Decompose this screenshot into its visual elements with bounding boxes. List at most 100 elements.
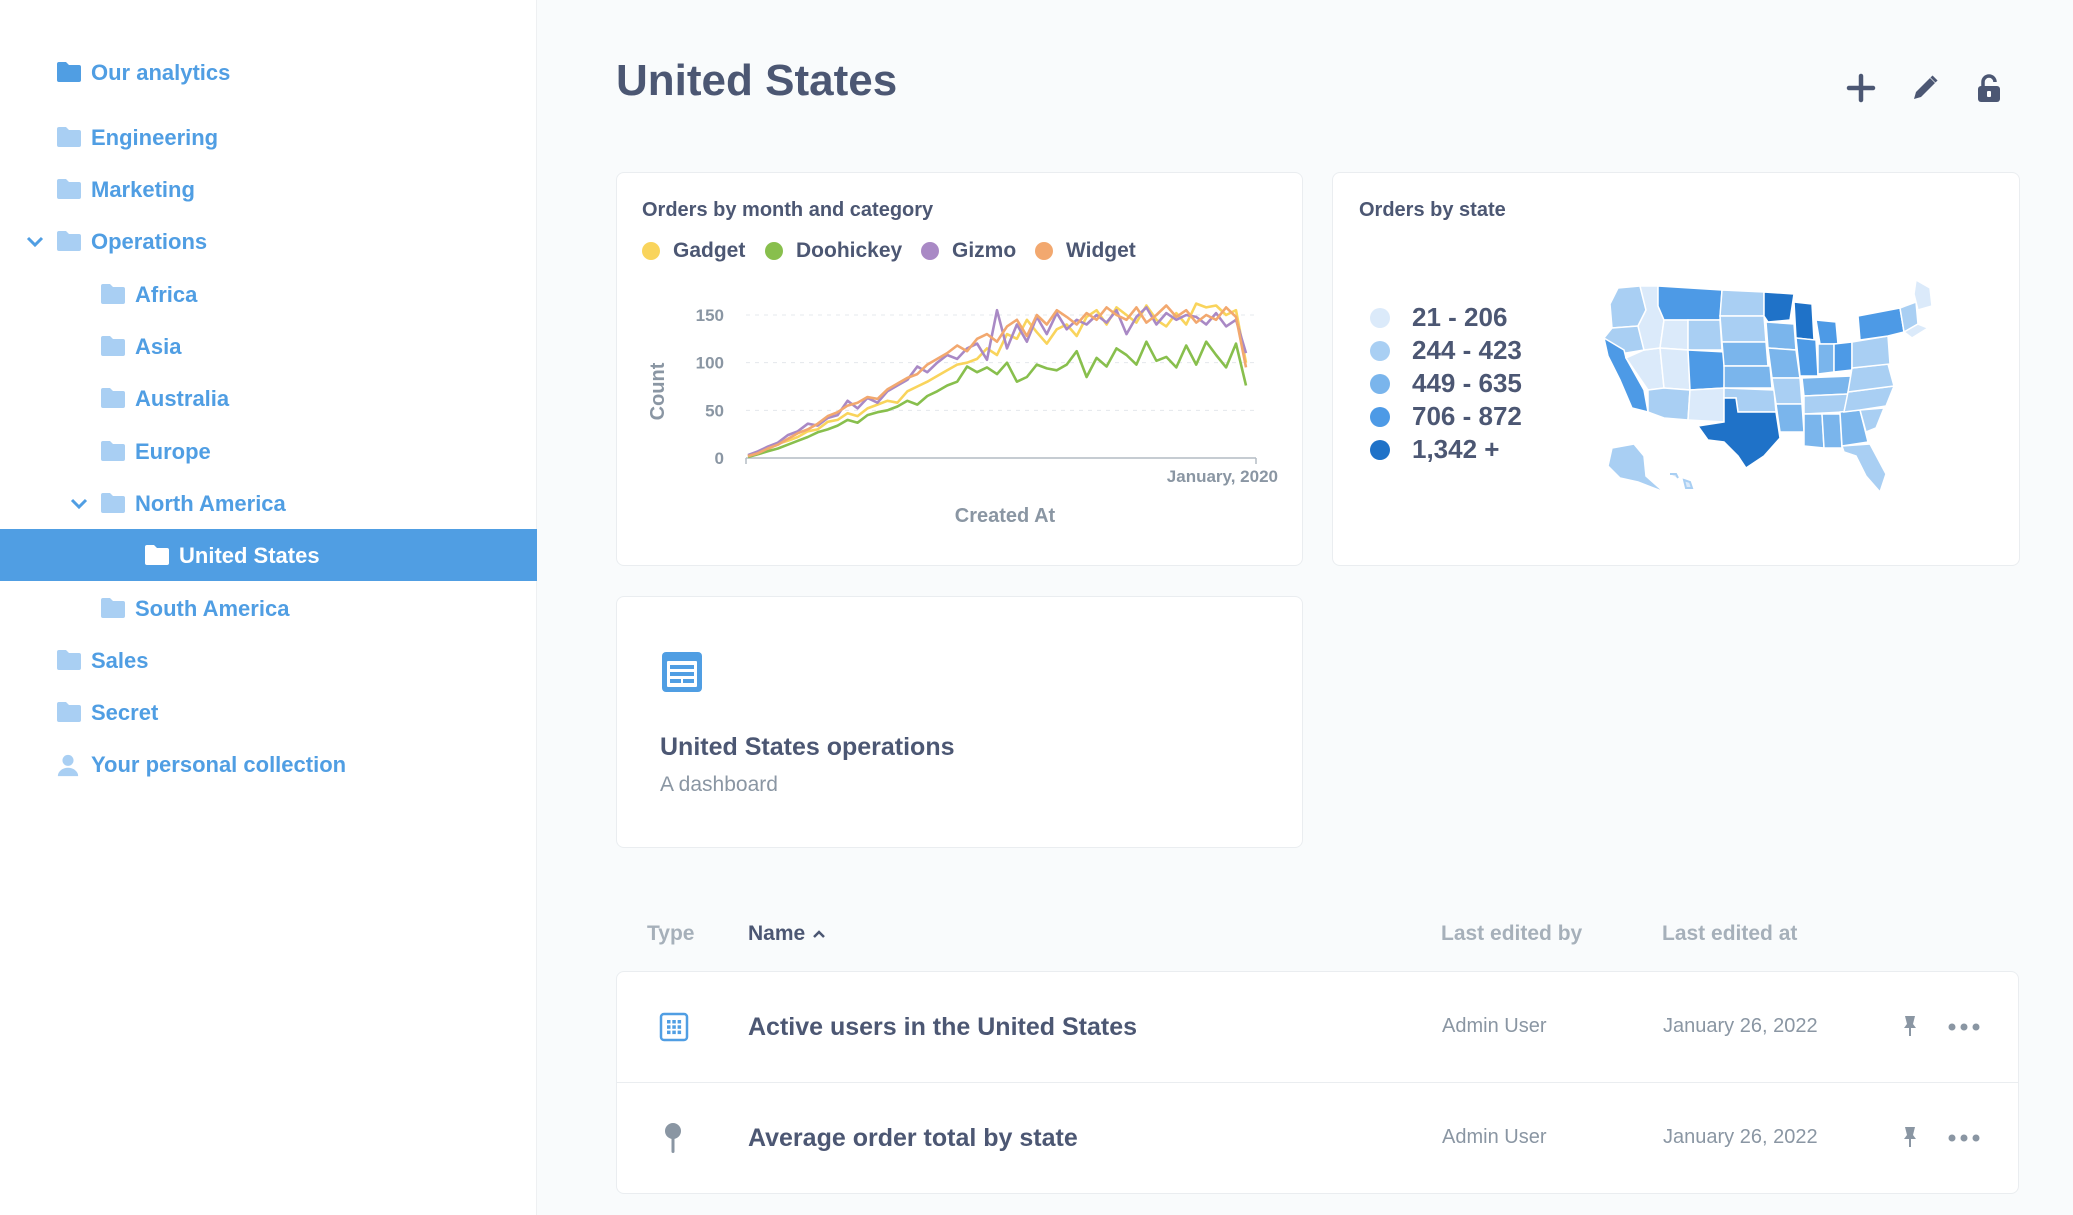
pin-map-icon [665, 1123, 681, 1153]
row-item-name[interactable]: Average order total by state [748, 1124, 1078, 1152]
table-row[interactable]: Average order total by state Admin User … [616, 1082, 2019, 1194]
sidebar-item-label: Europe [135, 439, 211, 464]
sidebar-item-secret[interactable]: Secret [0, 686, 537, 738]
legend-item-gizmo[interactable]: Gizmo [921, 239, 1016, 263]
sidebar-item-marketing[interactable]: Marketing [0, 163, 537, 215]
sidebar-item-north-america[interactable]: North America [0, 477, 537, 529]
state-shape [1687, 387, 1725, 423]
orders-by-month-card[interactable] [616, 172, 1303, 566]
y-tick-label: 0 [715, 449, 724, 468]
person-icon [56, 753, 82, 777]
state-shape [1657, 285, 1723, 321]
sidebar-item-label: North America [135, 491, 286, 516]
series-line-gizmo [747, 306, 1248, 457]
map-legend-item: 244 - 423 [1370, 335, 1522, 366]
legend-label: Widget [1066, 239, 1136, 262]
new-item-button[interactable] [1839, 66, 1883, 110]
state-shape [1723, 365, 1773, 389]
map-legend-item: 449 - 635 [1370, 368, 1522, 399]
dashboard-card[interactable] [616, 596, 1303, 848]
folder-icon [56, 178, 82, 200]
folder-icon [56, 701, 82, 723]
sidebar-item-united-states[interactable]: United States [0, 529, 537, 581]
sidebar-item-sales[interactable]: Sales [0, 634, 537, 686]
sidebar-item-operations[interactable]: Operations [0, 215, 537, 267]
legend-dot [921, 242, 939, 260]
permissions-button[interactable] [1967, 66, 2011, 110]
state-shape [1803, 413, 1825, 449]
folder-icon [100, 492, 126, 514]
sidebar-item-europe[interactable]: Europe [0, 425, 537, 477]
sidebar-item-label: Marketing [91, 177, 195, 202]
state-shape [1763, 291, 1795, 323]
legend-label: 1,342 + [1412, 434, 1500, 464]
line-chart-title: Orders by month and category [642, 199, 934, 221]
state-shape [1803, 393, 1849, 415]
state-shape [1840, 443, 1887, 492]
more-options-icon[interactable] [1948, 1022, 1980, 1032]
legend-dot [1370, 406, 1390, 427]
legend-label: Gizmo [952, 239, 1017, 262]
line-chart: 0 50 100 150 January, 2020 Created At Count [647, 302, 1278, 527]
legend-dot [1035, 242, 1053, 260]
table-grid-icon [659, 1012, 689, 1042]
collection-sidebar: Our analytics Engineering Marketing Operati… [0, 0, 537, 1215]
state-shape [1687, 319, 1723, 351]
more-options-icon[interactable] [1948, 1133, 1980, 1143]
legend-dot [1370, 373, 1390, 394]
row-last-edited-at: January 26, 2022 [1663, 1126, 1818, 1148]
chevron-down-icon[interactable] [23, 229, 47, 253]
map-legend-item: 706 - 872 [1370, 401, 1522, 432]
state-shape [1771, 377, 1803, 405]
state-shape [1815, 319, 1839, 345]
pin-icon[interactable] [1902, 1014, 1918, 1038]
y-axis-title: Count [647, 362, 669, 420]
legend-label: 706 - 872 [1412, 401, 1522, 431]
map-legend-item: 21 - 206 [1370, 302, 1507, 333]
state-shape [1721, 341, 1769, 367]
folder-icon [100, 440, 126, 462]
chevron-down-icon[interactable] [67, 491, 91, 515]
state-shape [1719, 289, 1765, 317]
sidebar-item-asia[interactable]: Asia [0, 320, 537, 372]
legend-item-doohickey[interactable]: Doohickey [765, 239, 902, 263]
legend-dot [765, 242, 783, 260]
pencil-icon [1914, 75, 1938, 99]
legend-item-gadget[interactable]: Gadget [642, 239, 745, 263]
sidebar-item-label: Your personal collection [91, 752, 347, 777]
pin-icon[interactable] [1902, 1125, 1918, 1149]
y-tick-label: 150 [696, 306, 724, 325]
state-shape [1696, 397, 1781, 470]
sidebar-item-your-personal-collection[interactable]: Your personal collection [0, 738, 537, 790]
column-header-last-edited-by[interactable]: Last edited by [1441, 922, 1583, 945]
sidebar-item-label: Sales [91, 648, 149, 673]
folder-icon [100, 597, 126, 619]
legend-item-widget[interactable]: Widget [1035, 239, 1136, 263]
state-shape [1851, 335, 1891, 369]
legend-label: Gadget [673, 239, 746, 262]
legend-label: 244 - 423 [1412, 335, 1522, 365]
sidebar-item-engineering[interactable]: Engineering [0, 111, 537, 163]
edit-collection-button[interactable] [1903, 66, 1947, 110]
legend-label: 21 - 206 [1412, 302, 1508, 332]
sidebar-item-africa[interactable]: Africa [0, 268, 537, 320]
state-shape [1857, 307, 1905, 341]
state-shape [1607, 443, 1665, 492]
sidebar-item-label: United States [179, 543, 320, 568]
folder-icon [100, 283, 126, 305]
folder-icon [100, 387, 126, 409]
row-item-name[interactable]: Active users in the United States [748, 1013, 1138, 1041]
sidebar-item-south-america[interactable]: South America [0, 582, 537, 634]
row-last-edited-by: Admin User [1442, 1015, 1547, 1037]
sidebar-item-our-analytics[interactable]: Our analytics [0, 46, 537, 98]
table-row[interactable]: Active users in the United States Admin … [616, 971, 2019, 1083]
column-header-type[interactable]: Type [647, 922, 695, 945]
column-header-name[interactable]: Name [748, 922, 827, 946]
y-tick-label: 100 [696, 354, 724, 373]
legend-dot [642, 242, 660, 260]
sidebar-item-australia[interactable]: Australia [0, 372, 537, 424]
us-choropleth-map [1602, 280, 1933, 492]
sidebar-item-label: Africa [135, 282, 198, 307]
column-header-last-edited-at[interactable]: Last edited at [1662, 922, 1798, 945]
sidebar-item-label: Engineering [91, 125, 219, 150]
